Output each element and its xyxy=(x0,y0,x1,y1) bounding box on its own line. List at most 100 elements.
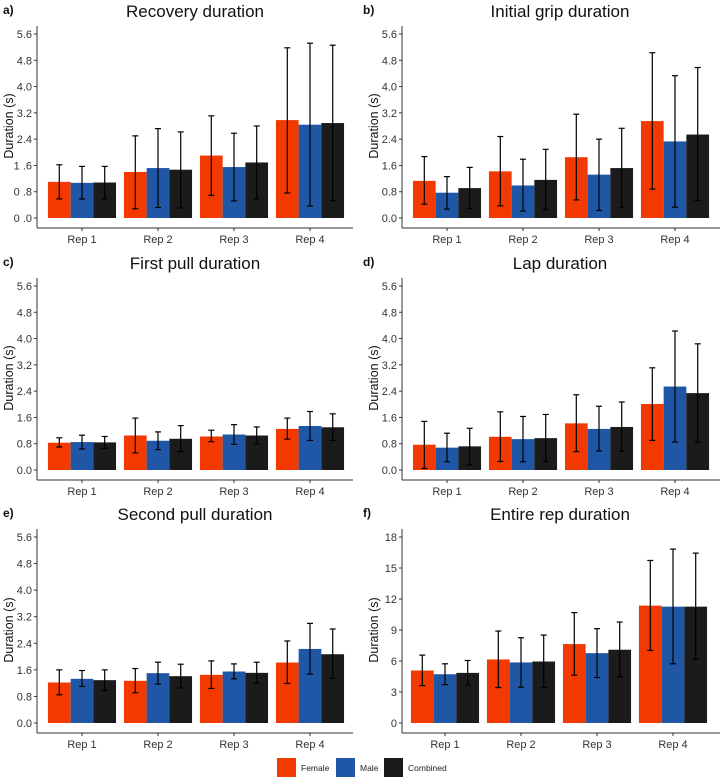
y-tick-label: 1.6 xyxy=(382,160,397,172)
bar-female xyxy=(638,605,662,723)
panel-title: Recovery duration xyxy=(126,2,264,21)
bar-female xyxy=(275,662,299,723)
panel-d: d) Lap duration Duration (s) 0.0 0.8 1.6 2.4 3.… xyxy=(363,254,720,498)
y-tick-label: 0 .0 xyxy=(14,213,32,225)
y-tick-label: 1 .6 xyxy=(14,160,32,172)
y-tick-label: 5.6 xyxy=(17,29,32,41)
bar-combined xyxy=(93,182,117,218)
bar-combined xyxy=(532,661,556,723)
panel-title: Lap duration xyxy=(513,254,608,273)
bar-male xyxy=(222,671,246,723)
y-axis-label: Duration (s) xyxy=(367,597,381,662)
x-tick-label: Rep 1 xyxy=(432,234,461,246)
bar-combined xyxy=(93,680,117,723)
legend-swatch-female xyxy=(277,758,296,777)
y-tick-label: 2.4 xyxy=(17,134,32,146)
bar-male xyxy=(298,425,322,470)
bar-female xyxy=(123,680,147,723)
y-tick-label: 3.2 xyxy=(382,360,397,372)
y-tick-label: 0.0 xyxy=(17,465,32,477)
bar-male xyxy=(222,434,246,470)
y-tick-label: 5.6 xyxy=(382,281,397,293)
x-tick-label: Rep 1 xyxy=(67,486,96,498)
bar-male xyxy=(509,662,533,723)
bar-male xyxy=(661,606,685,723)
y-tick-label: 0.0 xyxy=(382,465,397,477)
x-tick-label: Rep 1 xyxy=(432,486,461,498)
y-tick-label: 2.4 xyxy=(17,638,32,650)
y-tick-label: 4.8 xyxy=(17,55,32,67)
panel-title: Second pull duration xyxy=(117,505,272,524)
x-tick-label: Rep 3 xyxy=(582,739,611,751)
x-tick-label: Rep 4 xyxy=(295,486,324,498)
y-tick-label: 4.0 xyxy=(17,585,32,597)
bar-female xyxy=(562,644,586,723)
x-tick-label: Rep 4 xyxy=(660,486,689,498)
bar-female xyxy=(47,181,71,218)
bar-combined xyxy=(245,672,269,723)
bar-female xyxy=(47,682,71,723)
legend: Female Male Combined xyxy=(277,758,447,777)
bar-combined xyxy=(321,427,345,470)
panel-a: a) Recovery duration Duration (s) 0 .0 0 .8 1… xyxy=(2,2,353,246)
bar-female xyxy=(47,442,71,470)
bar-male xyxy=(433,674,457,723)
y-axis-label: Duration (s) xyxy=(2,93,16,158)
y-tick-label: 0.0 xyxy=(382,213,397,225)
x-tick-label: Rep 3 xyxy=(584,234,613,246)
bar-combined xyxy=(245,435,269,470)
bar-male xyxy=(70,442,94,470)
y-tick-label: 1.6 xyxy=(17,665,32,677)
x-tick-label: Rep 2 xyxy=(506,739,535,751)
bar-male xyxy=(146,673,170,723)
y-axis-label: Duration (s) xyxy=(2,345,16,410)
y-tick-label: 0.0 xyxy=(17,718,32,730)
bar-female xyxy=(199,436,223,470)
y-tick-label: 0 xyxy=(391,718,397,730)
x-tick-label: Rep 3 xyxy=(584,486,613,498)
x-tick-label: Rep 2 xyxy=(143,739,172,751)
y-tick-label: 6 xyxy=(391,656,397,668)
bar-combined xyxy=(321,654,345,723)
panel-letter: c) xyxy=(3,255,14,269)
legend-swatch-combined xyxy=(384,758,403,777)
y-tick-label: 5.6 xyxy=(17,532,32,544)
bar-male xyxy=(585,653,609,723)
legend-swatch-male xyxy=(336,758,355,777)
x-tick-label: Rep 3 xyxy=(219,234,248,246)
bar-combined xyxy=(456,672,480,723)
x-tick-label: Rep 3 xyxy=(219,739,248,751)
bar-combined xyxy=(608,649,632,723)
y-tick-label: 3.2 xyxy=(17,360,32,372)
x-tick-label: Rep 1 xyxy=(430,739,459,751)
panel-c: c) First pull duration Duration (s) 0.0 0.8 1… xyxy=(2,254,353,498)
y-tick-label: 18 xyxy=(385,532,397,544)
panel-title: First pull duration xyxy=(130,254,260,273)
y-tick-label: 1.6 xyxy=(382,412,397,424)
y-tick-label: 3.2 xyxy=(382,108,397,120)
y-axis-label: Duration (s) xyxy=(367,93,381,158)
x-tick-label: Rep 4 xyxy=(658,739,687,751)
y-tick-label: 9 xyxy=(391,625,397,637)
y-tick-label: 2.4 xyxy=(382,386,397,398)
panel-letter: b) xyxy=(363,3,374,17)
y-tick-label: 5.6 xyxy=(382,29,397,41)
bar-female xyxy=(486,659,510,723)
bar-male xyxy=(146,440,170,470)
x-tick-label: Rep 1 xyxy=(67,739,96,751)
y-tick-label: 5.6 xyxy=(17,281,32,293)
bar-combined xyxy=(684,606,708,723)
x-tick-label: Rep 2 xyxy=(143,234,172,246)
bar-male xyxy=(298,648,322,723)
y-axis-label: Duration (s) xyxy=(367,345,381,410)
panel-title: Entire rep duration xyxy=(490,505,630,524)
panel-letter: f) xyxy=(363,506,371,520)
y-tick-label: 3.2 xyxy=(17,108,32,120)
y-tick-label: 0.8 xyxy=(382,439,397,451)
y-tick-label: 2.4 xyxy=(382,134,397,146)
bar-male xyxy=(70,678,94,723)
bar-female xyxy=(410,670,434,723)
panel-b: b) Initial grip duration Duration (s) 0.0 0.… xyxy=(363,2,720,246)
panel-letter: e) xyxy=(3,506,14,520)
y-tick-label: 0.8 xyxy=(17,439,32,451)
